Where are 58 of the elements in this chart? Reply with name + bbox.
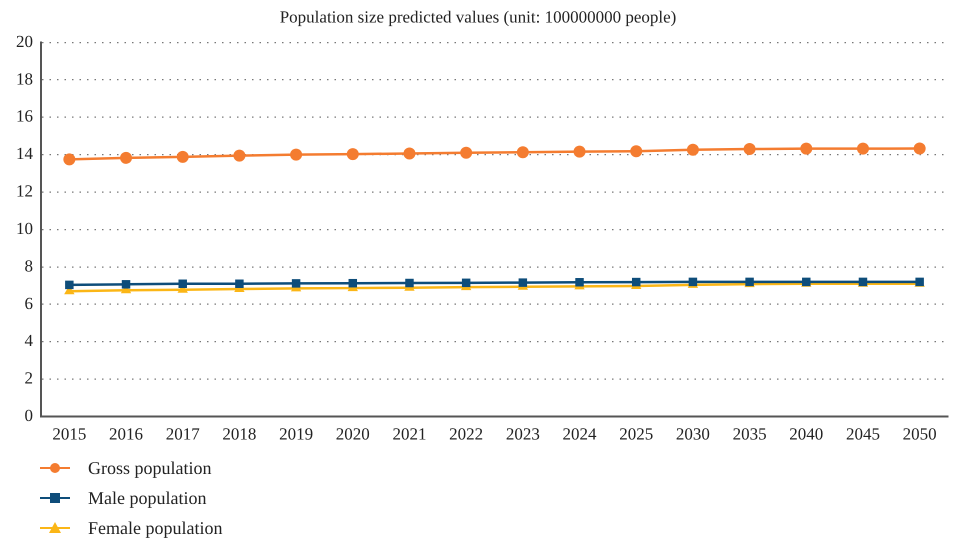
legend-label: Female population — [88, 518, 222, 538]
point — [346, 148, 359, 160]
y-tick-label: 0 — [24, 406, 33, 426]
x-tick-label: 2019 — [279, 424, 314, 444]
x-tick-label: 2050 — [902, 424, 937, 444]
point — [856, 142, 869, 155]
x-tick-label: 2020 — [336, 424, 370, 444]
x-tick-label: 2023 — [506, 424, 540, 444]
x-tick-label: 2030 — [676, 424, 710, 444]
point — [405, 278, 414, 288]
x-tick-label: 2025 — [619, 424, 654, 444]
point — [574, 146, 586, 158]
y-tick-label: 12 — [16, 182, 33, 201]
x-tick-label: 2015 — [52, 424, 86, 444]
x-tick-label: 2017 — [166, 424, 200, 444]
point — [122, 280, 130, 289]
y-tick-label: 6 — [24, 294, 33, 313]
point — [292, 279, 300, 288]
point — [686, 144, 699, 156]
point — [120, 152, 132, 164]
legend-label: Male population — [88, 488, 206, 508]
point — [290, 148, 302, 161]
point — [914, 142, 926, 154]
point — [233, 150, 246, 162]
x-tick-label: 2021 — [392, 424, 426, 444]
point — [575, 278, 584, 287]
y-tick-label: 16 — [16, 106, 33, 126]
point — [630, 145, 642, 158]
x-tick-label: 2018 — [222, 424, 256, 444]
point — [178, 280, 187, 288]
x-tick-label: 2022 — [449, 424, 484, 444]
x-tick-label: 2024 — [562, 424, 598, 444]
y-tick-label: 8 — [24, 256, 33, 276]
point — [800, 142, 812, 155]
point — [65, 280, 74, 290]
y-tick-label: 2 — [24, 368, 33, 388]
y-tick-label: 14 — [16, 144, 34, 164]
point — [348, 278, 358, 288]
point — [518, 278, 528, 287]
point — [462, 278, 470, 288]
legend-label: Gross population — [88, 458, 212, 478]
point — [516, 146, 529, 158]
point — [460, 146, 472, 159]
chart-title: Population size predicted values (unit: 100000000 people) — [280, 8, 676, 27]
x-tick-label: 2035 — [732, 424, 767, 444]
point — [63, 153, 76, 166]
x-tick-label: 2016 — [109, 424, 144, 444]
point — [744, 143, 756, 156]
y-tick-label: 18 — [16, 69, 33, 88]
y-tick-label: 20 — [16, 32, 33, 51]
x-tick-label: 2045 — [846, 424, 880, 444]
point — [403, 148, 416, 160]
x-tick-label: 2040 — [789, 424, 824, 444]
point — [176, 150, 189, 163]
point — [235, 280, 244, 288]
y-tick-label: 10 — [16, 218, 33, 238]
point — [632, 278, 640, 286]
y-tick-label: 4 — [24, 331, 34, 350]
